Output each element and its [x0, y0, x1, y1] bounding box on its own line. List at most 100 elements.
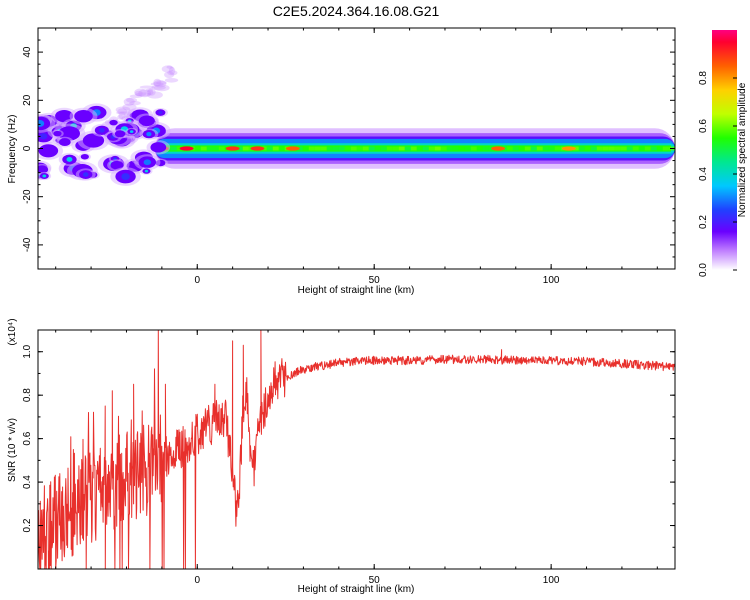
heatmap-cell — [126, 97, 138, 103]
heatmap-cell — [153, 84, 170, 92]
heatmap-cell — [662, 146, 669, 151]
heatmap-cell — [422, 146, 429, 151]
colorbar-tick-label: 0.4 — [698, 167, 709, 181]
heatmap-cell — [150, 82, 164, 86]
heatmap-cell — [38, 144, 59, 158]
snr-xlabel: Height of straight line (km) — [298, 584, 415, 595]
heatmap-cell — [161, 65, 174, 73]
heatmap-cell — [386, 146, 393, 151]
heatmap-cell — [416, 146, 423, 151]
heatmap-cell — [138, 115, 155, 127]
heatmap-cell — [98, 127, 105, 133]
heatmap-cell — [242, 146, 249, 151]
heatmap-cell — [123, 97, 135, 106]
heatmap-cell — [596, 146, 603, 151]
heatmap-cell — [302, 146, 309, 151]
heatmap-cell — [129, 94, 143, 98]
heatmap-cell — [344, 146, 351, 151]
heatmap-cell — [118, 111, 126, 120]
snr-frame — [37, 329, 676, 570]
heatmap-cell — [398, 146, 405, 151]
heatmap-cell — [146, 89, 154, 96]
spectrogram-panel: 0 50 100 -40 -20 0 20 40 Height of straight li… — [7, 27, 676, 296]
heatmap-cell — [266, 146, 273, 151]
heatmap-cell — [146, 132, 152, 137]
heatmap-cell — [338, 146, 345, 151]
heatmap-peak — [561, 146, 576, 151]
heatmap-cell — [236, 146, 243, 151]
heatmap-cell — [194, 146, 201, 151]
heatmap-cell — [404, 146, 411, 151]
heatmap-cell — [117, 108, 128, 116]
x-tick-label: 50 — [369, 575, 381, 586]
y-tick-label: 20 — [22, 94, 33, 106]
heatmap-cell — [464, 146, 471, 151]
heatmap-cell — [428, 146, 435, 151]
heatmap-cell — [374, 146, 381, 151]
heatmap-cell — [320, 146, 327, 151]
y-tick-label: 0.6 — [22, 431, 33, 445]
heatmap-cell — [656, 146, 663, 151]
heatmap-cell — [129, 100, 141, 106]
colorbar-tick-label: 0.8 — [698, 71, 709, 85]
heatmap-cell — [212, 146, 219, 151]
heatmap-cell — [392, 146, 399, 151]
y-tick-label: 40 — [22, 46, 33, 58]
heatmap-cell — [272, 146, 279, 151]
heatmap-cell — [590, 146, 597, 151]
colorbar-tick-label: 0.6 — [698, 119, 709, 133]
heatmap-cell — [206, 146, 213, 151]
heatmap-cell — [470, 146, 477, 151]
snr-ylabel: SNR (10 * v/v) — [7, 418, 18, 482]
heatmap-cell — [158, 110, 163, 115]
heatmap-cell — [58, 138, 71, 146]
heatmap-cell — [476, 146, 483, 151]
colorbar-tick-label: 0.2 — [698, 215, 709, 229]
heatmap-cell — [121, 173, 130, 180]
colorbar-label: Normalized spectral amplitude — [737, 82, 748, 217]
heatmap-cell — [452, 146, 459, 151]
heatmap-cell — [144, 169, 149, 173]
heatmap-cell — [164, 71, 175, 79]
heatmap-cell — [150, 142, 167, 153]
heatmap-cell — [518, 146, 525, 151]
heatmap-peak — [491, 146, 506, 151]
heatmap-cell — [542, 146, 549, 151]
heatmap-cell — [524, 146, 531, 151]
heatmap-cell — [138, 89, 152, 98]
heatmap-peak — [225, 146, 240, 151]
heatmap-cell — [110, 160, 124, 170]
heatmap-cell — [135, 92, 152, 97]
heatmap-cell — [638, 146, 645, 151]
heatmap-cell — [482, 146, 489, 151]
heatmap-cell — [584, 146, 591, 151]
heatmap-cell — [53, 130, 62, 137]
heatmap-cell — [82, 133, 105, 148]
spectrogram-xlabel: Height of straight line (km) — [298, 285, 415, 296]
y-tick-label: -40 — [22, 237, 33, 252]
heatmap-cell — [170, 146, 177, 151]
y-tick-label: 0.2 — [22, 518, 33, 532]
heatmap-cell — [109, 119, 118, 126]
heatmap-cell — [632, 146, 639, 151]
heatmap-cell — [362, 146, 369, 151]
heatmap-cell — [536, 146, 543, 151]
heatmap-cell — [82, 172, 89, 177]
heatmap-cell — [129, 130, 134, 134]
x-tick-label: 50 — [369, 275, 381, 286]
heatmap-cell — [548, 146, 555, 151]
colorbar-tick-label: 0.0 — [698, 263, 709, 277]
snr-multiplier: (x10⁴) — [7, 318, 18, 345]
heatmap-cell — [117, 114, 124, 120]
heatmap-cell — [74, 110, 93, 123]
heatmap-cell — [434, 146, 441, 151]
heatmap-cell — [39, 133, 48, 140]
figure-title: C2E5.2024.364.16.08.G21 — [273, 3, 440, 19]
colorbar: 0.0 0.2 0.4 0.6 0.8 Normalized spectral ampl… — [698, 30, 748, 277]
colorbar-gradient — [712, 30, 737, 270]
heatmap-cell — [506, 146, 513, 151]
heatmap-peak — [285, 146, 300, 151]
heatmap-cell — [147, 88, 156, 96]
heatmap-cell — [380, 146, 387, 151]
